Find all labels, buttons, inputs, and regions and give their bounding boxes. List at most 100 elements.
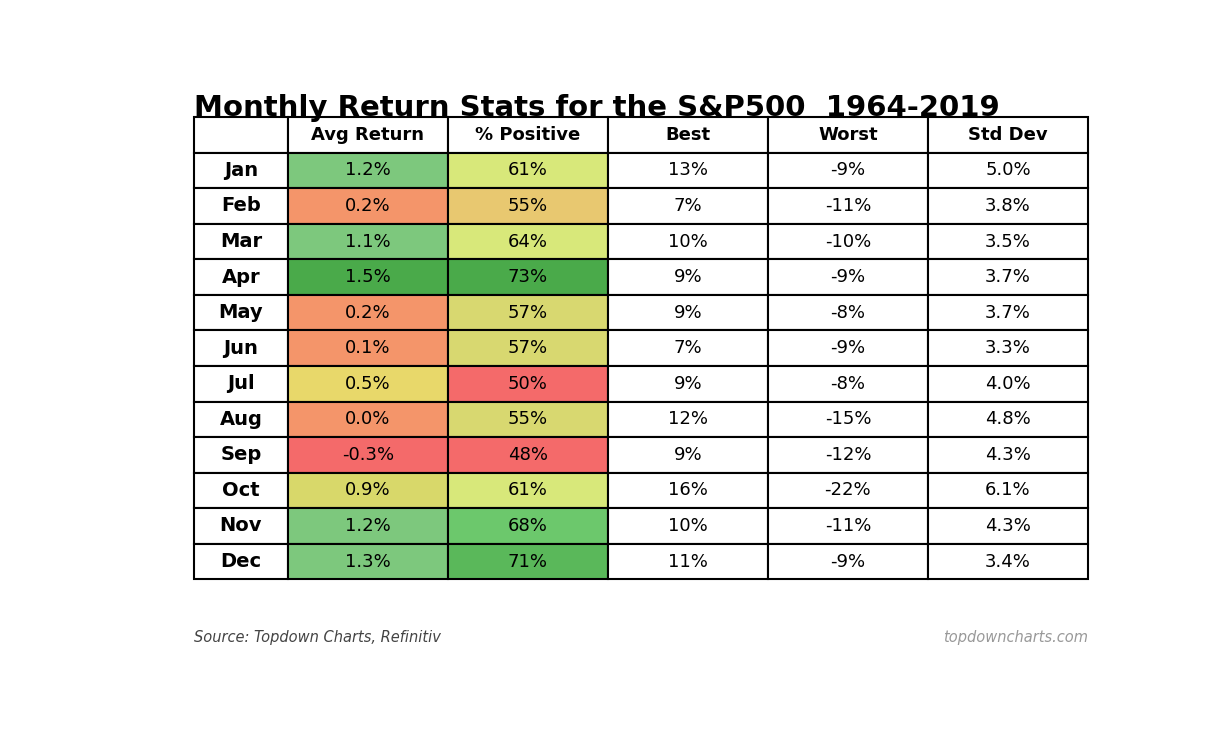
- Bar: [927, 473, 1088, 508]
- Text: Jul: Jul: [227, 374, 255, 393]
- Bar: [608, 188, 768, 224]
- Bar: [768, 473, 927, 508]
- Bar: [194, 508, 288, 544]
- Bar: [608, 508, 768, 544]
- Text: -11%: -11%: [824, 197, 872, 215]
- Text: -9%: -9%: [830, 339, 866, 357]
- Bar: [288, 330, 448, 366]
- Text: 71%: 71%: [507, 553, 548, 570]
- Text: -9%: -9%: [830, 162, 866, 179]
- Text: 1.3%: 1.3%: [345, 553, 391, 570]
- Bar: [194, 259, 288, 295]
- Bar: [288, 259, 448, 295]
- Bar: [927, 402, 1088, 437]
- Text: 9%: 9%: [674, 375, 702, 393]
- Bar: [927, 330, 1088, 366]
- Bar: [768, 330, 927, 366]
- Bar: [448, 473, 608, 508]
- Text: topdowncharts.com: topdowncharts.com: [943, 630, 1088, 645]
- Bar: [448, 117, 608, 153]
- Text: 11%: 11%: [668, 553, 708, 570]
- Text: 0.5%: 0.5%: [345, 375, 391, 393]
- Bar: [448, 366, 608, 402]
- Text: 16%: 16%: [668, 482, 708, 499]
- Text: 0.9%: 0.9%: [345, 482, 391, 499]
- Text: 57%: 57%: [507, 304, 548, 321]
- Text: -15%: -15%: [824, 411, 872, 428]
- Bar: [194, 366, 288, 402]
- Text: 73%: 73%: [507, 268, 548, 286]
- Text: 61%: 61%: [507, 162, 548, 179]
- Bar: [608, 224, 768, 259]
- Text: 0.0%: 0.0%: [345, 411, 391, 428]
- Bar: [608, 473, 768, 508]
- Text: Source: Topdown Charts, Refinitiv: Source: Topdown Charts, Refinitiv: [194, 630, 441, 645]
- Text: 3.7%: 3.7%: [985, 304, 1031, 321]
- Text: Feb: Feb: [221, 196, 261, 215]
- Text: 6.1%: 6.1%: [985, 482, 1031, 499]
- Bar: [448, 437, 608, 473]
- Bar: [608, 402, 768, 437]
- Bar: [194, 295, 288, 330]
- Text: Avg Return: Avg Return: [311, 126, 425, 144]
- Text: -12%: -12%: [824, 446, 872, 464]
- Bar: [288, 366, 448, 402]
- Text: Nov: Nov: [220, 517, 262, 536]
- Bar: [448, 188, 608, 224]
- Text: 1.5%: 1.5%: [345, 268, 391, 286]
- Bar: [194, 153, 288, 188]
- Bar: [608, 544, 768, 579]
- Text: 3.8%: 3.8%: [985, 197, 1031, 215]
- Text: 1.1%: 1.1%: [345, 233, 391, 250]
- Text: Dec: Dec: [221, 552, 261, 571]
- Text: 7%: 7%: [674, 339, 702, 357]
- Text: 4.3%: 4.3%: [985, 517, 1031, 535]
- Bar: [288, 402, 448, 437]
- Bar: [288, 295, 448, 330]
- Text: 4.8%: 4.8%: [985, 411, 1031, 428]
- Bar: [448, 330, 608, 366]
- Text: -0.3%: -0.3%: [342, 446, 395, 464]
- Text: 3.7%: 3.7%: [985, 268, 1031, 286]
- Text: 3.4%: 3.4%: [985, 553, 1031, 570]
- Bar: [927, 259, 1088, 295]
- Bar: [768, 508, 927, 544]
- Text: 68%: 68%: [507, 517, 548, 535]
- Bar: [194, 330, 288, 366]
- Bar: [927, 295, 1088, 330]
- Bar: [768, 153, 927, 188]
- Bar: [927, 366, 1088, 402]
- Bar: [194, 117, 288, 153]
- Text: 61%: 61%: [507, 482, 548, 499]
- Text: Std Dev: Std Dev: [968, 126, 1048, 144]
- Text: -8%: -8%: [830, 375, 866, 393]
- Text: Monthly Return Stats for the S&P500  1964-2019: Monthly Return Stats for the S&P500 1964…: [194, 94, 1000, 122]
- Bar: [194, 437, 288, 473]
- Bar: [927, 117, 1088, 153]
- Bar: [448, 259, 608, 295]
- Text: 10%: 10%: [668, 517, 708, 535]
- Bar: [768, 188, 927, 224]
- Bar: [448, 508, 608, 544]
- Text: 9%: 9%: [674, 304, 702, 321]
- Text: -9%: -9%: [830, 553, 866, 570]
- Text: 64%: 64%: [507, 233, 548, 250]
- Bar: [194, 224, 288, 259]
- Bar: [927, 188, 1088, 224]
- Bar: [288, 188, 448, 224]
- Text: May: May: [219, 303, 263, 322]
- Text: 9%: 9%: [674, 268, 702, 286]
- Text: 3.3%: 3.3%: [985, 339, 1031, 357]
- Bar: [768, 224, 927, 259]
- Text: 50%: 50%: [507, 375, 548, 393]
- Bar: [194, 188, 288, 224]
- Bar: [448, 224, 608, 259]
- Bar: [768, 366, 927, 402]
- Text: Best: Best: [665, 126, 710, 144]
- Text: % Positive: % Positive: [475, 126, 580, 144]
- Text: 5.0%: 5.0%: [985, 162, 1031, 179]
- Bar: [288, 544, 448, 579]
- Text: Sep: Sep: [221, 445, 261, 464]
- Bar: [927, 153, 1088, 188]
- Text: Worst: Worst: [818, 126, 878, 144]
